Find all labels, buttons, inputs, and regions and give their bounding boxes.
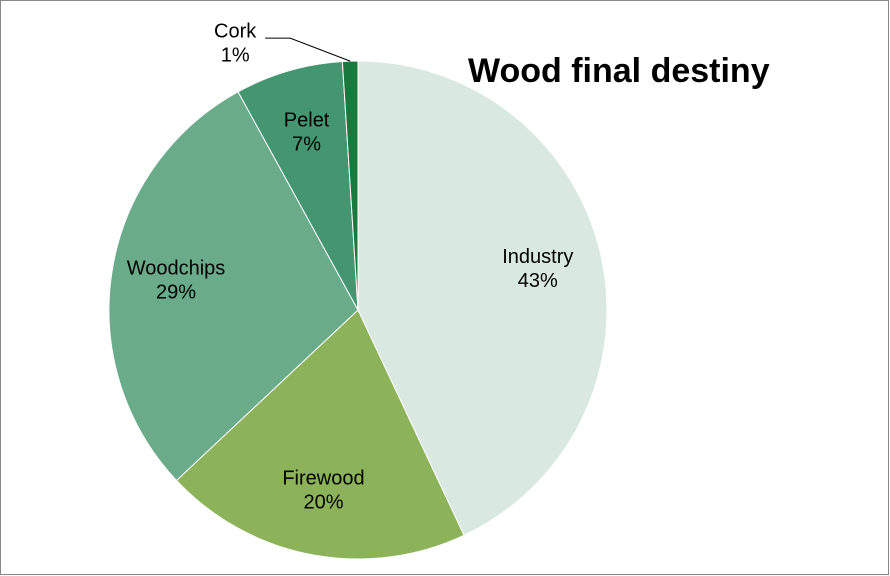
chart-title: Wood final destiny: [468, 52, 770, 90]
pie-slice: [237, 60, 359, 311]
leader-line: [265, 37, 351, 62]
slice-label: Firewood: [282, 467, 364, 489]
slice-label: Cork: [214, 20, 257, 42]
slice-value-label: 43%: [518, 270, 558, 292]
slice-label: Woodchips: [127, 257, 226, 279]
slice-label: Industry: [502, 246, 573, 268]
pie-slice: [175, 309, 465, 560]
slice-value-label: 20%: [303, 491, 343, 513]
slice-value-label: 1%: [221, 44, 250, 66]
pie-slice: [357, 60, 608, 536]
slice-value-label: 7%: [292, 133, 321, 155]
slice-value-label: 29%: [156, 281, 196, 303]
slice-label: Pelet: [284, 109, 330, 131]
pie-slice: [108, 91, 359, 482]
